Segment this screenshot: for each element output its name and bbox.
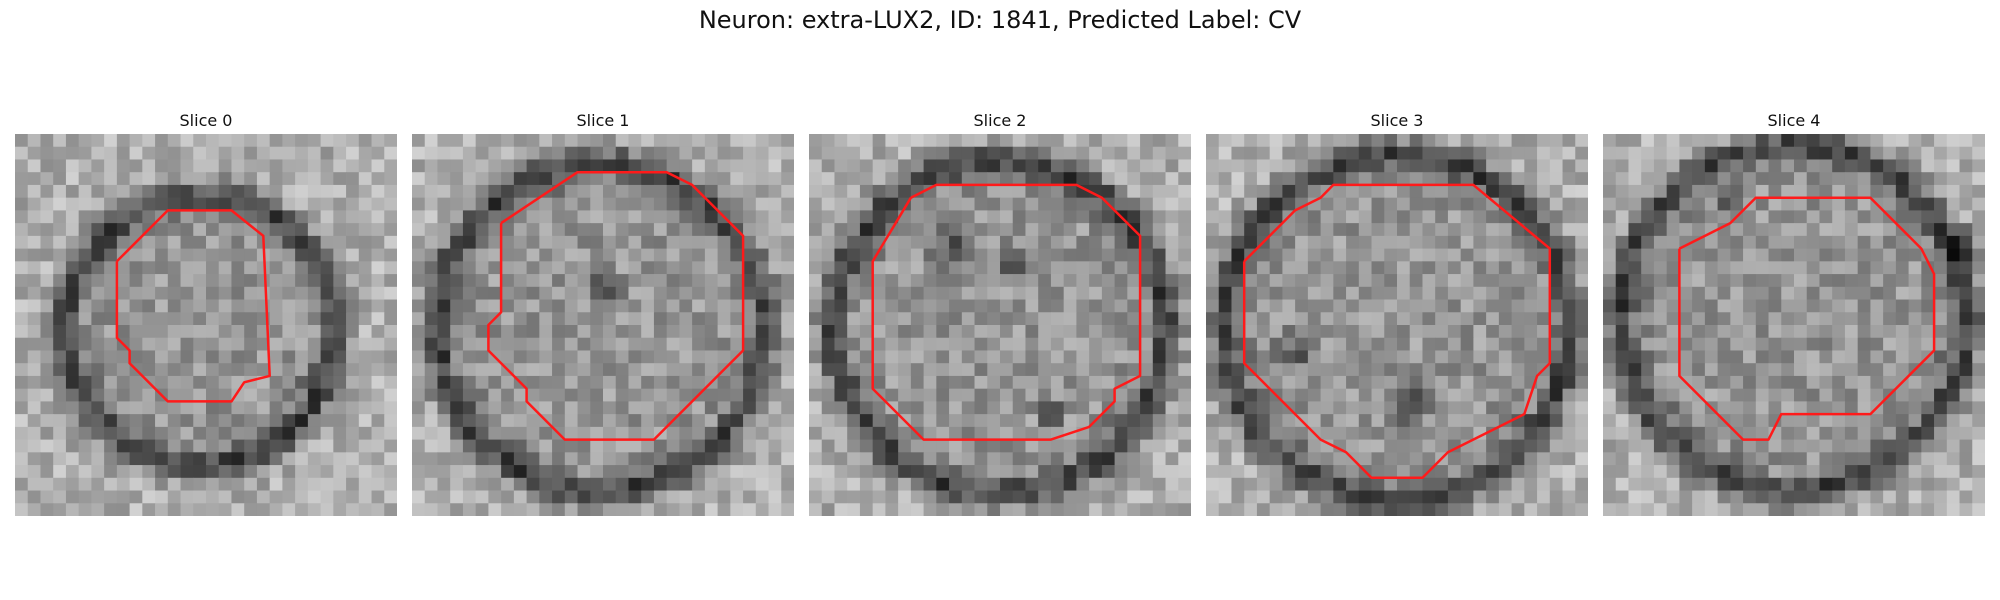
segmentation-contour — [871, 183, 1142, 441]
slice-image-2 — [809, 134, 1191, 516]
slice-panel-0: Slice 0 — [15, 110, 397, 516]
slice-image-4 — [1603, 134, 1985, 516]
slice-panel-2: Slice 2 — [809, 110, 1191, 516]
pixel-grid — [15, 134, 397, 516]
slice-image-0 — [15, 134, 397, 516]
pixel-grid — [412, 134, 794, 516]
slice-panel-3: Slice 3 — [1206, 110, 1588, 516]
slice-title-0: Slice 0 — [179, 111, 233, 130]
segmentation-contour — [487, 170, 745, 441]
slice-image-3 — [1206, 134, 1588, 516]
pixel-grid — [1206, 134, 1588, 516]
pixel-grid — [809, 134, 1191, 516]
slice-panel-4: Slice 4 — [1603, 110, 1985, 516]
figure-title: Neuron: extra-LUX2, ID: 1841, Predicted … — [698, 6, 1302, 34]
slice-title-2: Slice 2 — [973, 111, 1027, 130]
pixel-grid — [1603, 134, 1985, 516]
segmentation-contour — [1242, 183, 1552, 480]
slice-image-1 — [412, 134, 794, 516]
segmentation-contour — [1678, 196, 1936, 441]
slice-title-3: Slice 3 — [1370, 111, 1424, 130]
slice-title-4: Slice 4 — [1767, 111, 1821, 130]
segmentation-contour — [115, 209, 271, 403]
slice-title-1: Slice 1 — [576, 111, 630, 130]
slice-panel-1: Slice 1 — [412, 110, 794, 516]
